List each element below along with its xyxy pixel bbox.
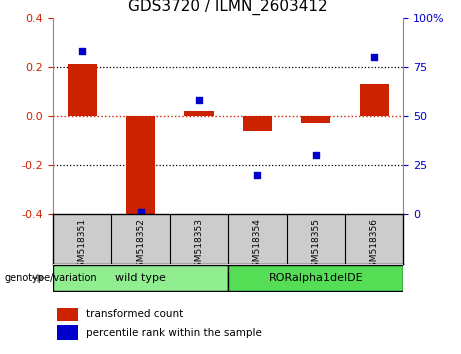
Bar [68, 64, 97, 116]
Text: transformed count: transformed count [86, 308, 183, 319]
Bar [301, 116, 331, 123]
Text: GSM518355: GSM518355 [311, 218, 320, 273]
Bar [57, 306, 77, 321]
Text: percentile rank within the sample: percentile rank within the sample [86, 327, 262, 338]
Text: GSM518356: GSM518356 [370, 218, 378, 273]
Text: genotype/variation: genotype/variation [5, 273, 97, 283]
Title: GDS3720 / ILMN_2603412: GDS3720 / ILMN_2603412 [128, 0, 328, 15]
Bar [57, 325, 77, 340]
Bar [243, 116, 272, 131]
Text: GSM518354: GSM518354 [253, 218, 262, 273]
Point [312, 152, 319, 158]
Text: wild type: wild type [115, 273, 166, 283]
Bar [184, 111, 213, 116]
Point [254, 172, 261, 178]
Point [78, 48, 86, 54]
Bar [53, 265, 228, 291]
Text: GSM518351: GSM518351 [78, 218, 87, 273]
Bar [360, 84, 389, 116]
Bar [126, 116, 155, 219]
Text: GSM518353: GSM518353 [195, 218, 203, 273]
Bar [228, 265, 403, 291]
Text: GSM518352: GSM518352 [136, 218, 145, 273]
Text: RORalpha1delDE: RORalpha1delDE [268, 273, 363, 283]
Point [137, 209, 144, 215]
Point [195, 97, 203, 103]
Point [371, 54, 378, 60]
